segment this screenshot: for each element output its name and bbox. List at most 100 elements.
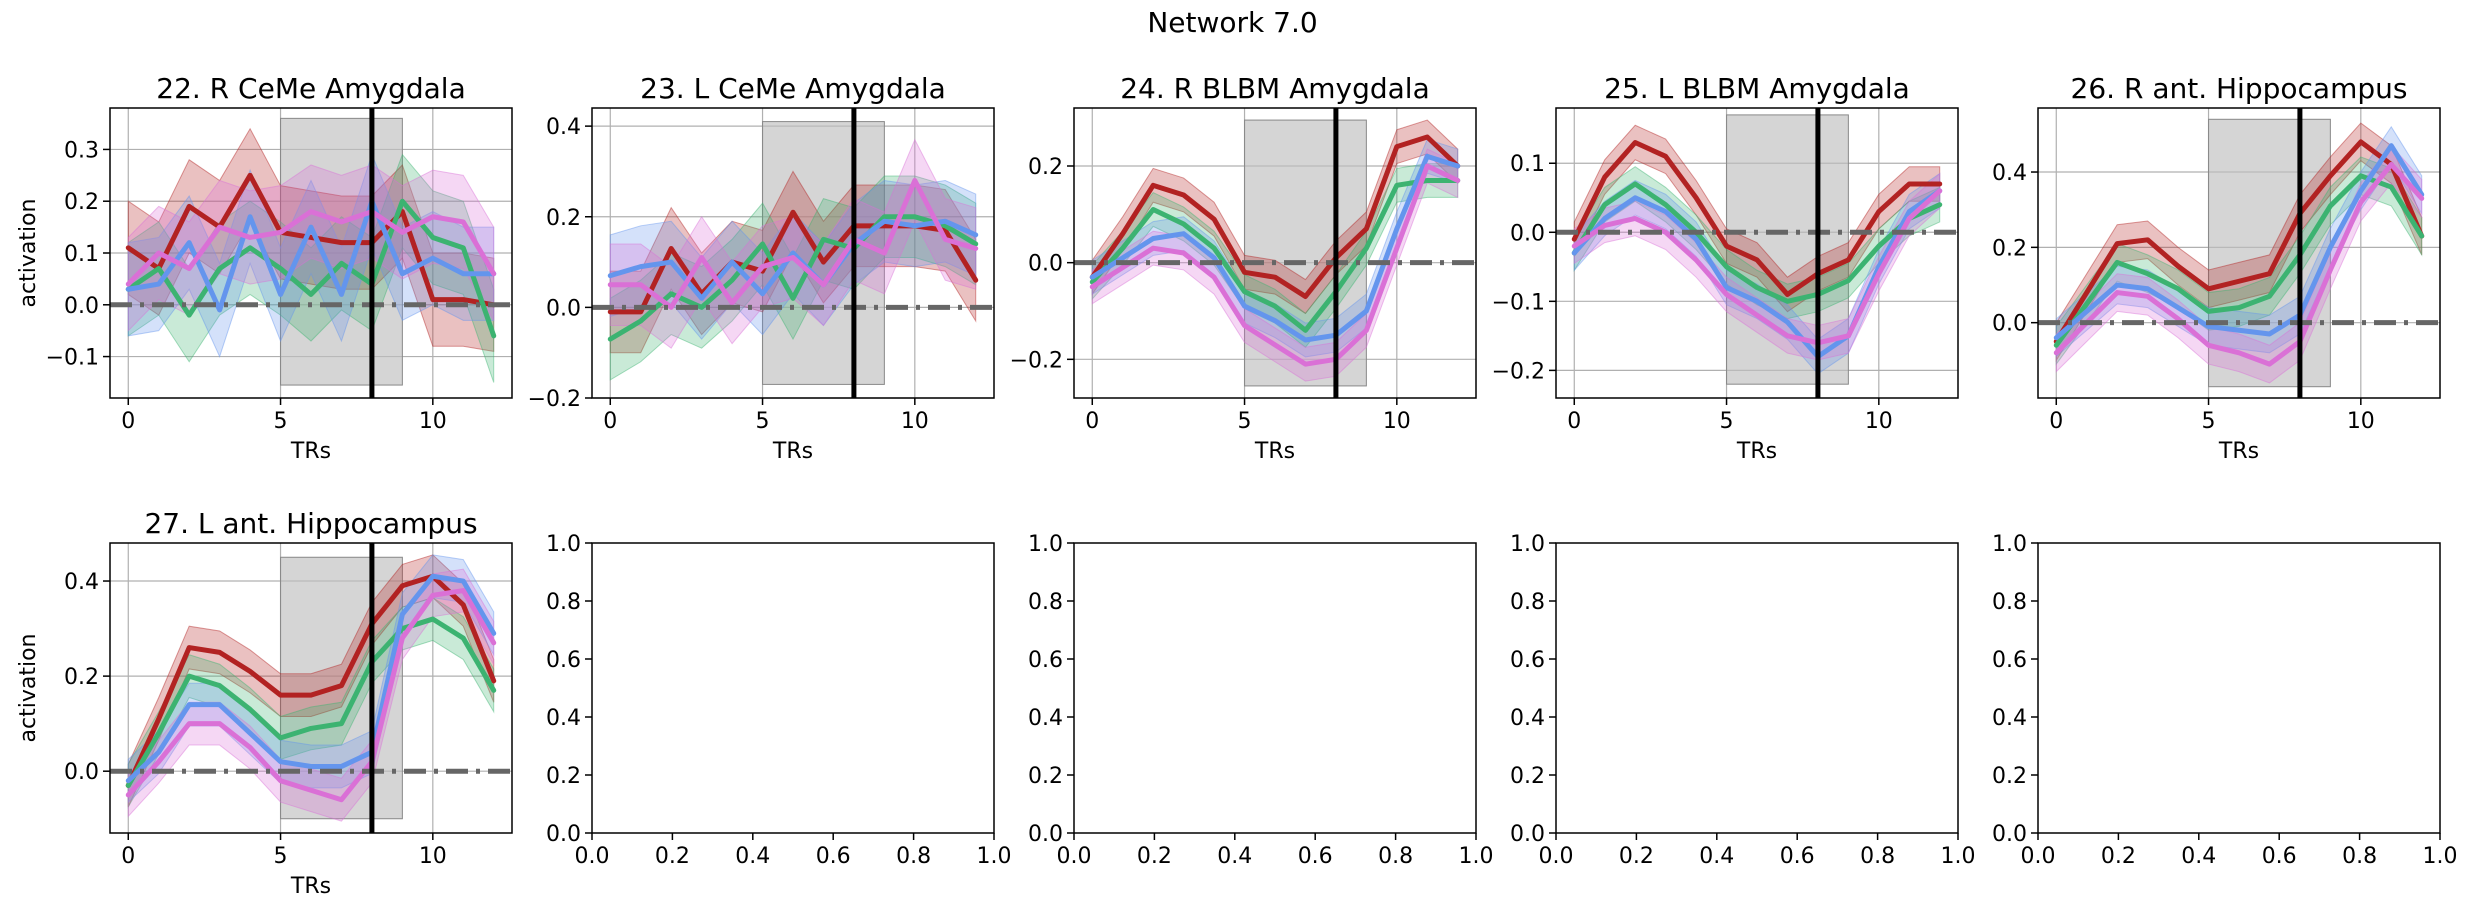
y-tick-label: 0.4 <box>1992 706 2027 731</box>
axes-frame <box>1073 542 1477 834</box>
x-tick-label: 5 <box>756 409 770 434</box>
x-tick-label: 10 <box>419 844 447 869</box>
x-tick-label: 10 <box>2347 409 2375 434</box>
x-tick-label: 5 <box>1238 409 1252 434</box>
plot-area <box>1074 543 1476 833</box>
x-tick-label: 5 <box>1720 409 1734 434</box>
y-tick-label: −0.2 <box>1492 359 1545 384</box>
series-line-4 <box>1089 163 1461 367</box>
y-tick-label: −0.2 <box>1010 348 1063 373</box>
subplot-2: 0 5 10 −0.2 0.0 0.2 0.4 23. L CeMe Amygdala TRs <box>528 72 995 464</box>
y-tick-label: 0.8 <box>1992 590 2027 615</box>
y-tick-label: −0.2 <box>528 387 581 412</box>
subplot-title: 22. R CeMe Amygdala <box>156 72 466 105</box>
subplot-title: 24. R BLBM Amygdala <box>1120 72 1430 105</box>
stimulus-window <box>762 121 885 385</box>
series-band-3 <box>1573 172 1941 375</box>
subplot-6: 0 5 10 0.0 0.2 0.4 27. L ant. Hippocampus TRs ac… <box>16 507 513 899</box>
axes-frame <box>2037 107 2441 399</box>
x-axis-label: TRs <box>290 874 331 899</box>
y-tick-label: 0.4 <box>546 115 581 140</box>
x-tick-label: 0.6 <box>1298 844 1333 869</box>
y-tick-label: 0.1 <box>1510 152 1545 177</box>
y-tick-label: 0.6 <box>1992 648 2027 673</box>
x-tick-label: 0.0 <box>2021 844 2056 869</box>
x-tick-label: 0.6 <box>816 844 851 869</box>
x-tick-label: 0.8 <box>1378 844 1413 869</box>
series-band-1 <box>127 554 495 808</box>
y-tick-label: 0.0 <box>1992 312 2027 337</box>
x-tick-label: 0.4 <box>2181 844 2216 869</box>
x-tick-label: 0.4 <box>735 844 770 869</box>
y-tick-label: 0.0 <box>64 760 99 785</box>
x-tick-label: 1.0 <box>977 844 1012 869</box>
series-line-3 <box>2053 143 2425 341</box>
y-tick-label: 0.4 <box>1510 706 1545 731</box>
subplot-10: 0.0 0.2 0.4 0.6 0.8 1.0 0.0 0.2 0.4 0.6 0.8 1.0 <box>1992 532 2458 869</box>
y-tick-label: 0.2 <box>1510 764 1545 789</box>
subplot-9: 0.0 0.2 0.4 0.6 0.8 1.0 0.0 0.2 0.4 0.6 0.8 1.0 <box>1510 532 1976 869</box>
series-line-3 <box>125 198 497 313</box>
subplot-title: 27. L ant. Hippocampus <box>144 507 477 540</box>
series-line-4 <box>2053 161 2425 367</box>
axes-frame <box>109 542 513 834</box>
y-tick-label: 0.8 <box>1028 590 1063 615</box>
y-tick-label: 0.6 <box>1028 648 1063 673</box>
series-band-2 <box>1091 163 1459 348</box>
y-tick-label: 0.0 <box>64 294 99 319</box>
series-line-3 <box>1571 188 1943 360</box>
figure-title: Network 7.0 <box>1147 6 1318 39</box>
series-line-2 <box>607 214 979 342</box>
x-tick-label: 5 <box>274 409 288 434</box>
series-line-1 <box>125 172 497 308</box>
subplot-1: 0 5 10 −0.1 0.0 0.1 0.2 0.3 22. R CeMe Amygdala T… <box>16 72 513 464</box>
y-tick-label: 0.6 <box>1510 648 1545 673</box>
series-line-2 <box>125 198 497 339</box>
y-tick-label: 0.1 <box>64 242 99 267</box>
axes-frame <box>591 542 995 834</box>
y-tick-label: 0.4 <box>64 570 99 595</box>
y-tick-label: 0.0 <box>546 822 581 847</box>
y-tick-label: 1.0 <box>1028 532 1063 557</box>
x-tick-label: 0.0 <box>1057 844 1092 869</box>
plot-area <box>592 543 994 833</box>
series-band-1 <box>127 127 495 352</box>
x-axis-label: TRs <box>2218 439 2259 464</box>
series-line-4 <box>125 588 497 803</box>
x-axis-label: TRs <box>772 439 813 464</box>
y-tick-label: 0.2 <box>1028 155 1063 180</box>
x-tick-label: 0 <box>603 409 617 434</box>
x-tick-label: 0 <box>1567 409 1581 434</box>
y-tick-label: 0.0 <box>1510 822 1545 847</box>
x-tick-label: 0.8 <box>896 844 931 869</box>
series-line-1 <box>2053 139 2425 345</box>
x-tick-label: 1.0 <box>1941 844 1976 869</box>
x-tick-label: 0.8 <box>2342 844 2377 869</box>
x-tick-label: 0.4 <box>1217 844 1252 869</box>
y-tick-label: 1.0 <box>1992 532 2027 557</box>
series-line-1 <box>1571 140 1943 297</box>
x-axis-label: TRs <box>1254 439 1295 464</box>
y-tick-label: 0.8 <box>1510 590 1545 615</box>
x-tick-label: 0.2 <box>1137 844 1172 869</box>
series-line-4 <box>125 209 497 287</box>
y-axis-label: activation <box>16 634 41 743</box>
y-tick-label: 0.2 <box>546 206 581 231</box>
x-tick-label: 0 <box>2049 409 2063 434</box>
x-tick-label: 0.8 <box>1860 844 1895 869</box>
y-tick-label: 0.8 <box>546 590 581 615</box>
y-tick-label: 0.2 <box>1028 764 1063 789</box>
x-tick-label: 0 <box>121 844 135 869</box>
x-tick-label: 0.0 <box>575 844 610 869</box>
x-tick-label: 5 <box>2202 409 2216 434</box>
x-axis-label: TRs <box>1736 439 1777 464</box>
y-tick-label: 0.4 <box>1992 161 2027 186</box>
x-tick-label: 0.2 <box>655 844 690 869</box>
axes-frame <box>1073 107 1477 399</box>
axes-frame <box>1555 107 1959 399</box>
x-tick-label: 0.6 <box>2262 844 2297 869</box>
y-tick-label: 1.0 <box>546 532 581 557</box>
x-tick-label: 1.0 <box>2423 844 2458 869</box>
y-tick-label: 0.2 <box>546 764 581 789</box>
y-tick-label: 0.2 <box>64 190 99 215</box>
